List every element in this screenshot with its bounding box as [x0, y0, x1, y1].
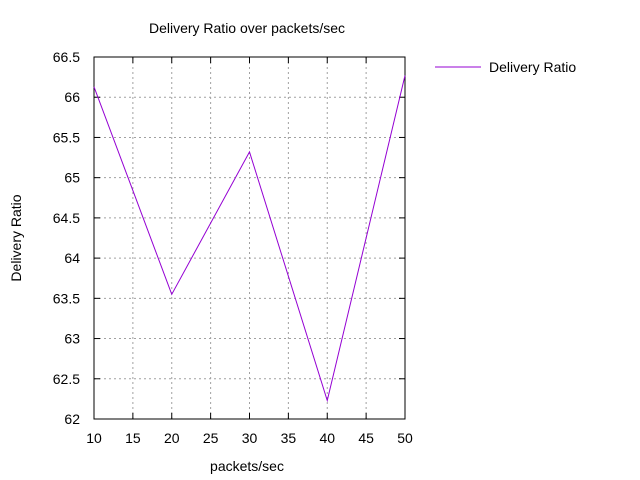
x-tick-label: 45	[358, 430, 374, 446]
y-tick-label: 65.5	[53, 129, 80, 145]
x-tick-label: 30	[242, 430, 258, 446]
y-tick-label: 63.5	[53, 290, 80, 306]
x-tick-label: 50	[397, 430, 413, 446]
x-tick-label: 15	[125, 430, 141, 446]
y-tick-label: 62	[64, 411, 80, 427]
legend: Delivery Ratio	[435, 59, 576, 75]
y-tick-label: 66.5	[53, 49, 80, 65]
series-layer	[93, 75, 406, 403]
x-tick-label: 25	[203, 430, 219, 446]
legend-label: Delivery Ratio	[489, 59, 576, 75]
x-tick-label: 20	[164, 430, 180, 446]
y-tick-label: 66	[64, 89, 80, 105]
x-tick-label: 40	[319, 430, 335, 446]
x-axis-label: packets/sec	[210, 458, 284, 474]
y-tick-label: 64.5	[53, 210, 80, 226]
grid-layer	[94, 57, 405, 419]
y-tick-label: 63	[64, 331, 80, 347]
series-line	[93, 75, 406, 403]
y-tick-label: 65	[64, 170, 80, 186]
x-tick-label: 35	[281, 430, 297, 446]
y-axis-label: Delivery Ratio	[8, 194, 24, 281]
tick-layer: 10 15 20 25 30 35 40 45 50 62 62.5 63 63.5 64 64.5 65 65…	[53, 49, 413, 446]
y-tick-label: 64	[64, 250, 80, 266]
y-tick-label: 62.5	[53, 371, 80, 387]
x-tick-label: 10	[86, 430, 102, 446]
chart-title: Delivery Ratio over packets/sec	[149, 20, 345, 36]
